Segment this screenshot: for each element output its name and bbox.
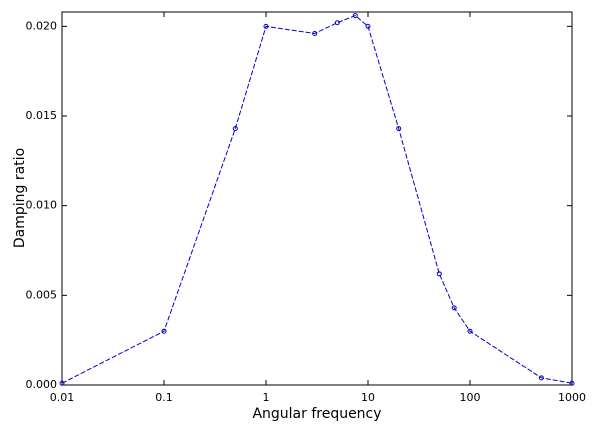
x-axis-label: Angular frequency	[252, 406, 381, 422]
data-point	[436, 271, 442, 277]
data-point	[312, 31, 318, 37]
data-point	[538, 375, 544, 381]
y-tick-label: 0.000	[26, 378, 58, 391]
x-tick-label: 0.01	[50, 391, 75, 404]
x-tick-label: 1000	[558, 391, 586, 404]
x-tick-label: 0.1	[155, 391, 173, 404]
x-tick-label: 100	[460, 391, 481, 404]
data-point	[59, 380, 65, 386]
x-tick-label: 10	[361, 391, 375, 404]
data-point	[352, 13, 358, 19]
data-point	[569, 380, 575, 386]
data-point	[396, 126, 402, 132]
data-point	[161, 328, 167, 334]
data-point	[334, 20, 340, 26]
data-point	[365, 23, 371, 29]
data-point	[232, 126, 238, 132]
data-point	[467, 328, 473, 334]
y-tick-label: 0.010	[26, 199, 58, 212]
data-point	[263, 23, 269, 29]
y-axis-label: Damping ratio	[12, 148, 28, 248]
y-tick-label: 0.005	[26, 288, 58, 301]
plot-frame	[61, 11, 573, 386]
y-tick-label: 0.015	[26, 109, 58, 122]
x-tick-label: 1	[263, 391, 270, 404]
data-point	[451, 305, 457, 311]
data-line	[61, 15, 573, 384]
y-tick-label: 0.020	[26, 19, 58, 32]
